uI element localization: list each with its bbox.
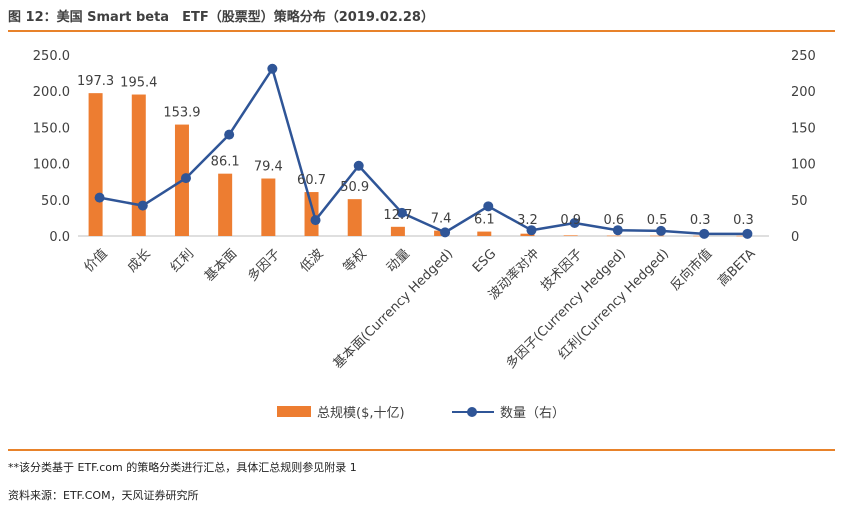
bar bbox=[261, 178, 276, 236]
y-right-tick-label: 150 bbox=[791, 121, 816, 136]
count-marker bbox=[526, 225, 537, 236]
x-category-label: 价值 bbox=[81, 246, 111, 276]
x-category-label: 成长 bbox=[125, 246, 154, 275]
bar-value-label: 195.4 bbox=[120, 76, 157, 91]
legend-bar-label: 总规模($,十亿) bbox=[317, 406, 405, 421]
bar-value-label: 86.1 bbox=[211, 155, 240, 170]
count-marker bbox=[267, 63, 278, 74]
y-right-tick-label: 100 bbox=[791, 158, 816, 173]
x-category-label: 红利 bbox=[167, 246, 197, 276]
count-marker bbox=[180, 173, 191, 184]
y-left-tick-label: 0.0 bbox=[49, 230, 70, 245]
y-left-tick-label: 150.0 bbox=[33, 121, 70, 136]
bar-value-label: 6.1 bbox=[474, 213, 495, 228]
count-marker bbox=[742, 228, 753, 239]
bar bbox=[218, 173, 233, 236]
bar-value-label: 50.9 bbox=[340, 180, 369, 195]
count-marker bbox=[396, 207, 407, 218]
x-category-label: ESG bbox=[470, 246, 499, 275]
x-category-label: 反向市值 bbox=[667, 246, 715, 294]
count-marker bbox=[137, 200, 148, 211]
chart-legend: 总规模($,十亿) 数量（右） bbox=[0, 402, 851, 424]
count-marker bbox=[483, 201, 494, 212]
figure-title: 图 12：美国 Smart beta ETF（股票型）策略分布（2019.02.… bbox=[8, 10, 434, 25]
x-category-label: 基本面 bbox=[202, 246, 240, 284]
count-marker bbox=[569, 217, 580, 228]
y-left-tick-label: 50.0 bbox=[41, 194, 70, 209]
legend-bar-swatch bbox=[277, 406, 311, 417]
bar-value-label: 0.3 bbox=[690, 213, 711, 228]
bar-value-label: 3.2 bbox=[517, 213, 538, 228]
y-right-tick-label: 200 bbox=[791, 85, 816, 100]
x-category-label: 等权 bbox=[340, 246, 370, 276]
count-marker bbox=[612, 225, 623, 236]
y-left-tick-label: 200.0 bbox=[33, 85, 70, 100]
y-right-tick-label: 50 bbox=[791, 194, 808, 209]
count-marker bbox=[699, 228, 710, 239]
bar bbox=[520, 233, 535, 236]
bar bbox=[650, 235, 665, 237]
bar-value-label: 60.7 bbox=[297, 173, 326, 188]
bar-value-label: 0.6 bbox=[604, 213, 625, 228]
x-category-label: 高BETA bbox=[715, 246, 759, 290]
title-rule bbox=[8, 30, 835, 32]
count-marker bbox=[656, 225, 667, 236]
bar bbox=[88, 93, 103, 236]
legend-item-bar: 总规模($,十亿) bbox=[277, 402, 405, 421]
bar-value-label: 7.4 bbox=[431, 212, 452, 227]
x-category-label: 低波 bbox=[298, 246, 327, 275]
bar-value-label: 0.5 bbox=[647, 213, 668, 228]
source-note: 资料来源：ETF.COM，天风证券研究所 bbox=[8, 489, 199, 502]
y-left-tick-label: 100.0 bbox=[33, 158, 70, 173]
bar bbox=[347, 199, 362, 236]
bar-value-label: 0.9 bbox=[560, 213, 581, 228]
footer-rule bbox=[8, 449, 835, 451]
bar-value-label: 79.4 bbox=[254, 160, 283, 175]
count-line bbox=[99, 67, 748, 236]
x-category-label: 多因子 bbox=[244, 246, 283, 285]
legend-item-line: 数量（右） bbox=[452, 402, 565, 421]
legend-line-label: 数量（右） bbox=[500, 406, 566, 421]
combo-chart: 0.0 50.0 100.0 150.0 200.0 250.0 0 50 100 150 200 2… bbox=[33, 49, 816, 372]
bar bbox=[563, 235, 578, 236]
count-marker bbox=[353, 160, 364, 171]
y-right-tick-label: 250 bbox=[791, 49, 816, 64]
bar-value-label: 197.3 bbox=[77, 74, 114, 89]
bar bbox=[477, 231, 492, 236]
bar-value-label: 0.3 bbox=[733, 213, 754, 228]
legend-line-swatch bbox=[452, 406, 494, 418]
x-category-label: 动量 bbox=[384, 246, 413, 275]
bar bbox=[304, 192, 319, 236]
count-marker bbox=[94, 192, 105, 203]
bar bbox=[390, 226, 405, 236]
count-marker bbox=[440, 227, 451, 238]
count-marker bbox=[310, 215, 321, 226]
y-right-tick-label: 0 bbox=[791, 230, 799, 245]
footnote: **该分类基于 ETF.com 的策略分类进行汇总，具体汇总规则参见附录 1 bbox=[8, 461, 357, 474]
bar-value-label: 153.9 bbox=[163, 106, 200, 121]
bar bbox=[131, 94, 146, 237]
y-left-tick-label: 250.0 bbox=[33, 49, 70, 64]
count-marker bbox=[224, 129, 235, 140]
bar bbox=[606, 235, 621, 237]
bar-value-label: 12.7 bbox=[383, 208, 412, 223]
